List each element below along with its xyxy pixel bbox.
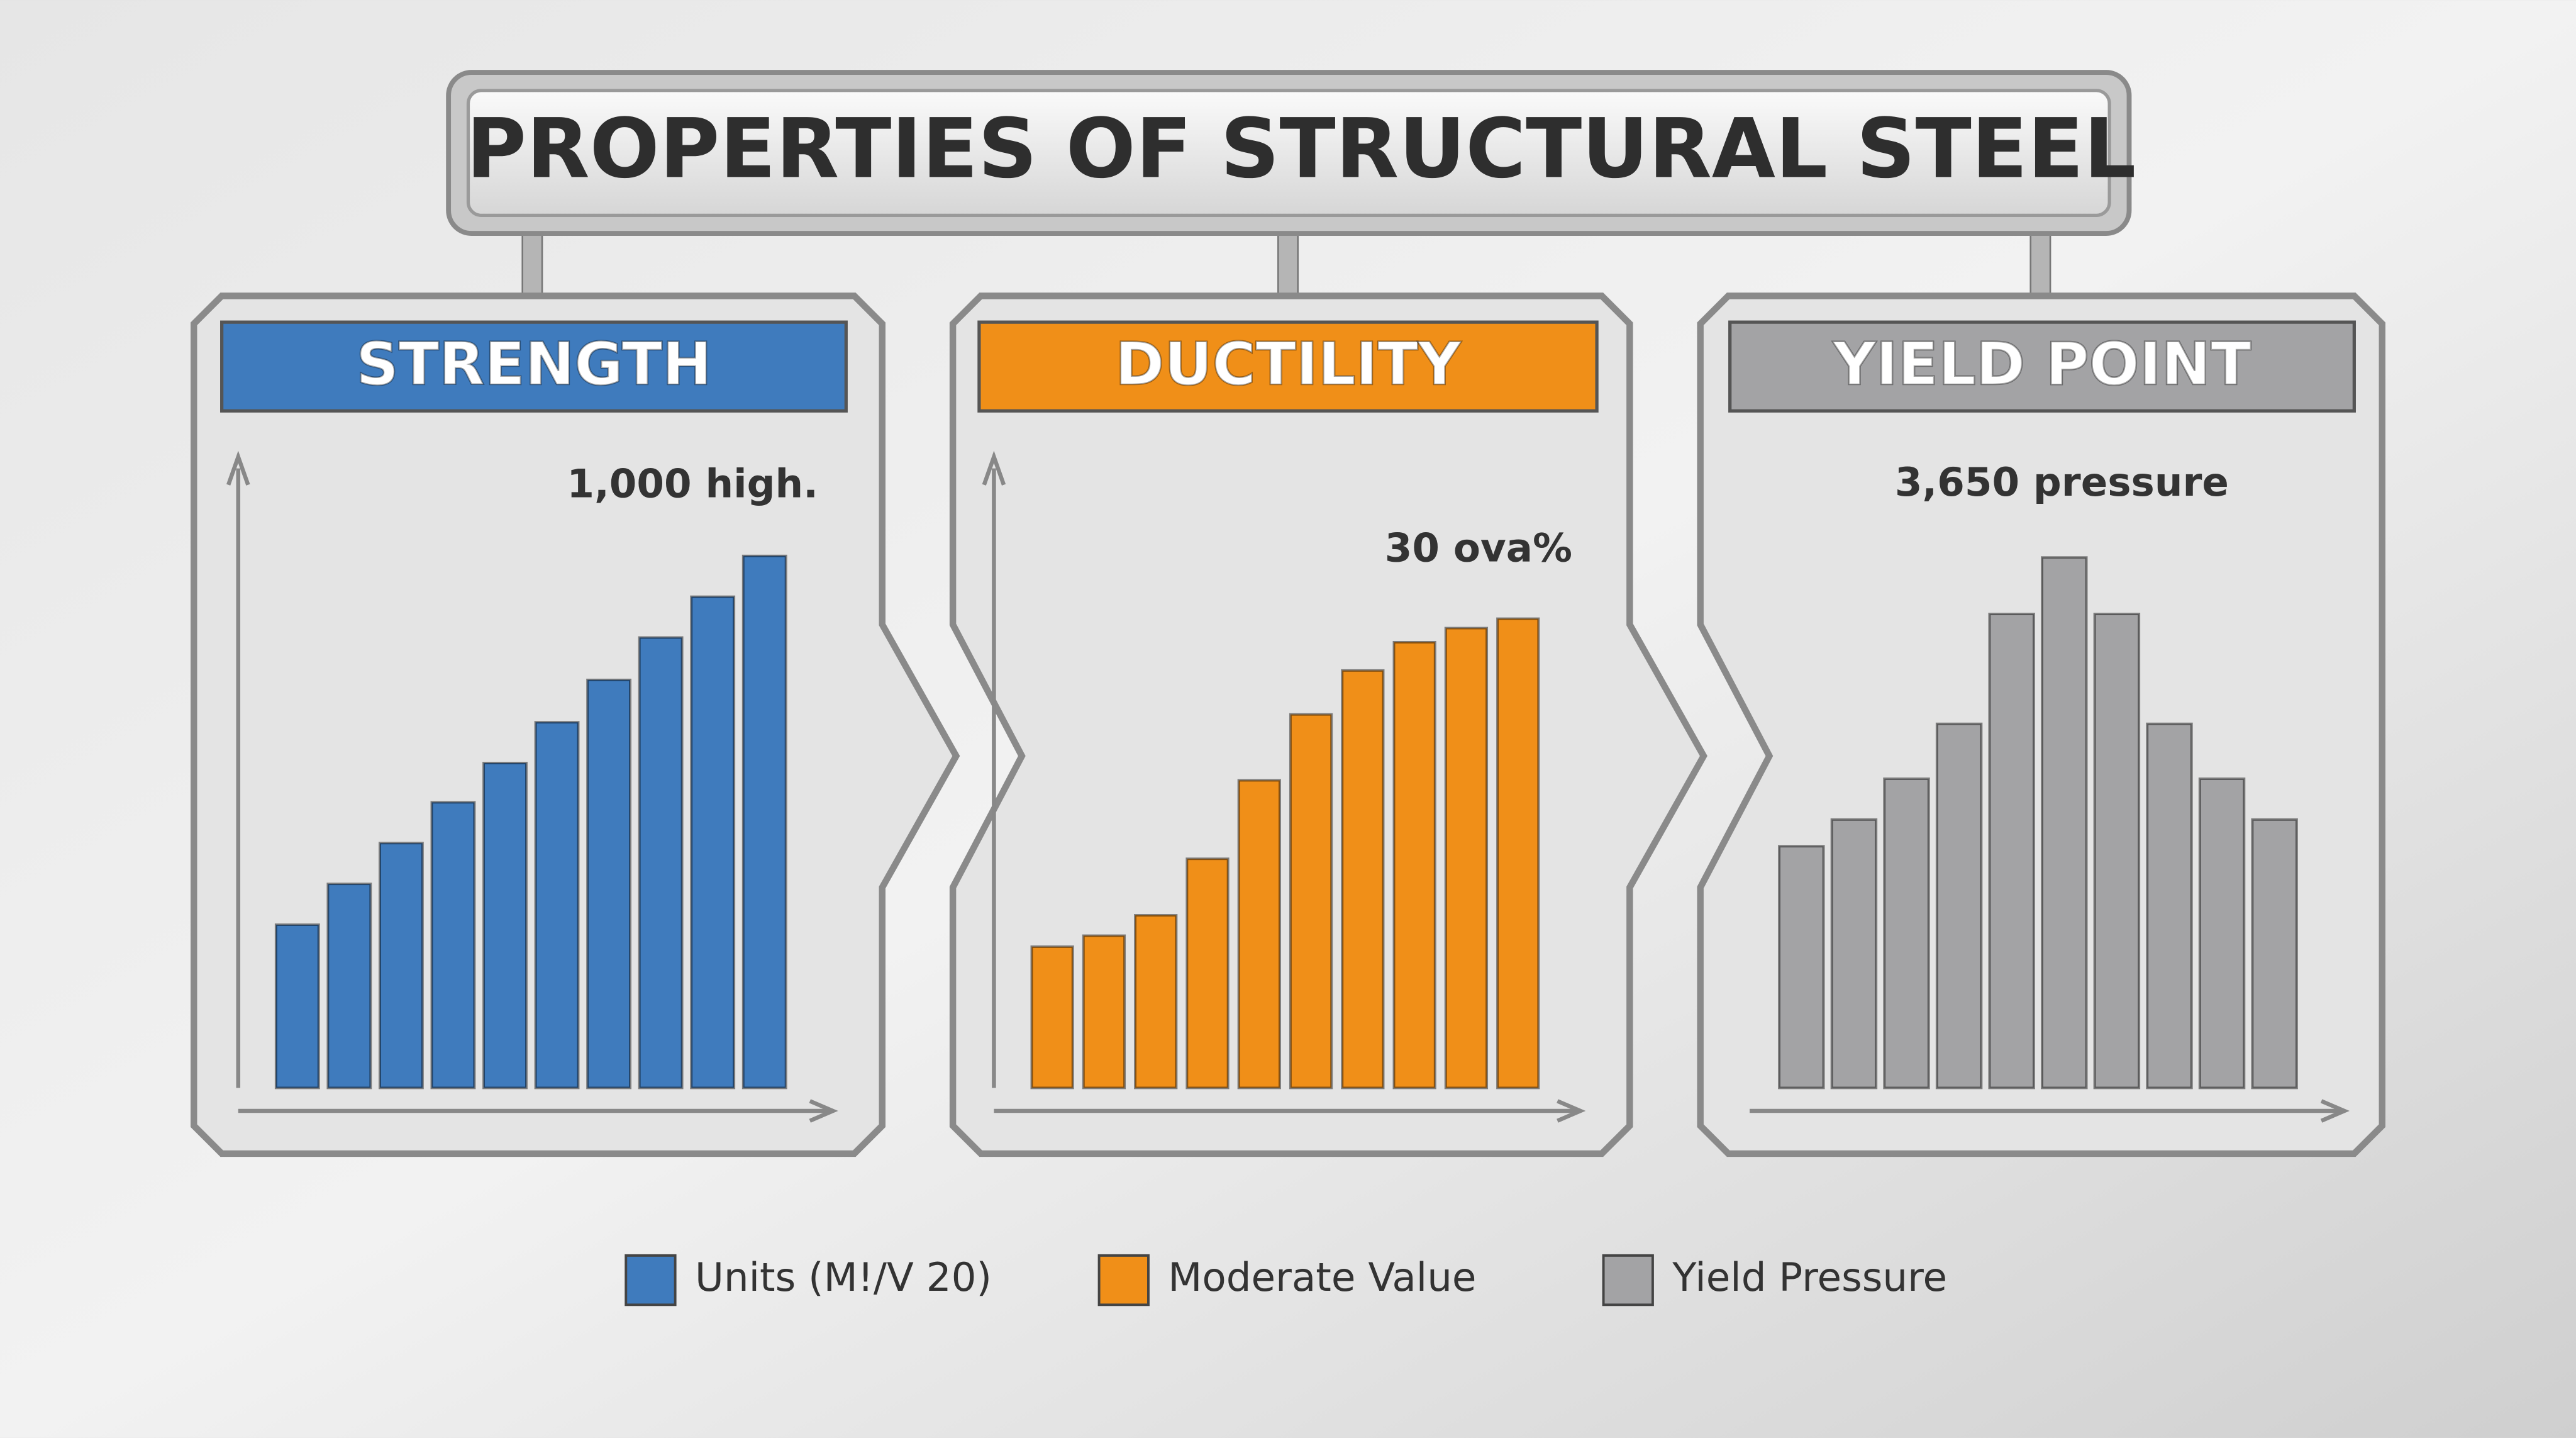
bar	[1830, 818, 1878, 1090]
y-axis-arrow	[226, 450, 250, 1088]
bar	[1444, 627, 1489, 1090]
bar	[1082, 934, 1126, 1090]
legend-label: Yield Pressure	[1672, 1254, 1947, 1300]
legend-swatch	[1097, 1254, 1150, 1307]
x-axis-arrow	[994, 1099, 1586, 1123]
bar	[534, 721, 580, 1090]
panel-header	[977, 320, 1599, 413]
y-axis-arrow	[982, 450, 1006, 1088]
title-plate	[466, 89, 2111, 217]
legend-swatch	[1602, 1254, 1654, 1307]
annotation: 30 ova%	[1385, 525, 1572, 571]
x-axis-arrow	[238, 1099, 838, 1123]
bar	[326, 883, 372, 1090]
bar	[2146, 722, 2193, 1090]
bar	[1935, 722, 1983, 1090]
bar	[1185, 857, 1230, 1090]
bar	[1392, 640, 1436, 1090]
panel-title: DUCTILITY	[1115, 330, 1462, 399]
bar	[741, 554, 787, 1090]
legend-label: Moderate Value	[1168, 1254, 1476, 1300]
panel-title: STRENGTH	[356, 330, 712, 399]
bar	[482, 762, 528, 1090]
bar	[1289, 713, 1333, 1090]
bar	[2093, 613, 2141, 1090]
panel-header	[1728, 320, 2356, 413]
annotation: 3,650 pressure	[1895, 459, 2229, 505]
bar	[1134, 914, 1178, 1090]
legend-label: Units (M!/V 20)	[695, 1254, 992, 1300]
bar	[1778, 845, 1825, 1090]
bar	[1030, 945, 1074, 1090]
bar	[2198, 778, 2246, 1090]
bar	[1341, 669, 1385, 1090]
bar	[638, 636, 684, 1090]
bar	[1883, 778, 1930, 1090]
bar	[1988, 613, 2035, 1090]
bar	[586, 678, 632, 1090]
panel-title: YIELD POINT	[1833, 330, 2251, 399]
annotation: 1,000 high.	[567, 460, 818, 506]
bar	[2251, 818, 2298, 1090]
bar	[274, 923, 320, 1090]
main-title: PROPERTIES OF STRUCTURAL STEEL	[466, 101, 2136, 196]
x-axis-arrow	[1750, 1099, 2350, 1123]
bar	[1496, 617, 1540, 1090]
bar	[378, 842, 424, 1090]
bar	[2041, 556, 2088, 1090]
bar	[430, 801, 476, 1090]
panel-header	[220, 320, 848, 413]
bar	[1237, 779, 1281, 1090]
bar	[690, 595, 736, 1090]
legend-swatch	[625, 1254, 677, 1307]
